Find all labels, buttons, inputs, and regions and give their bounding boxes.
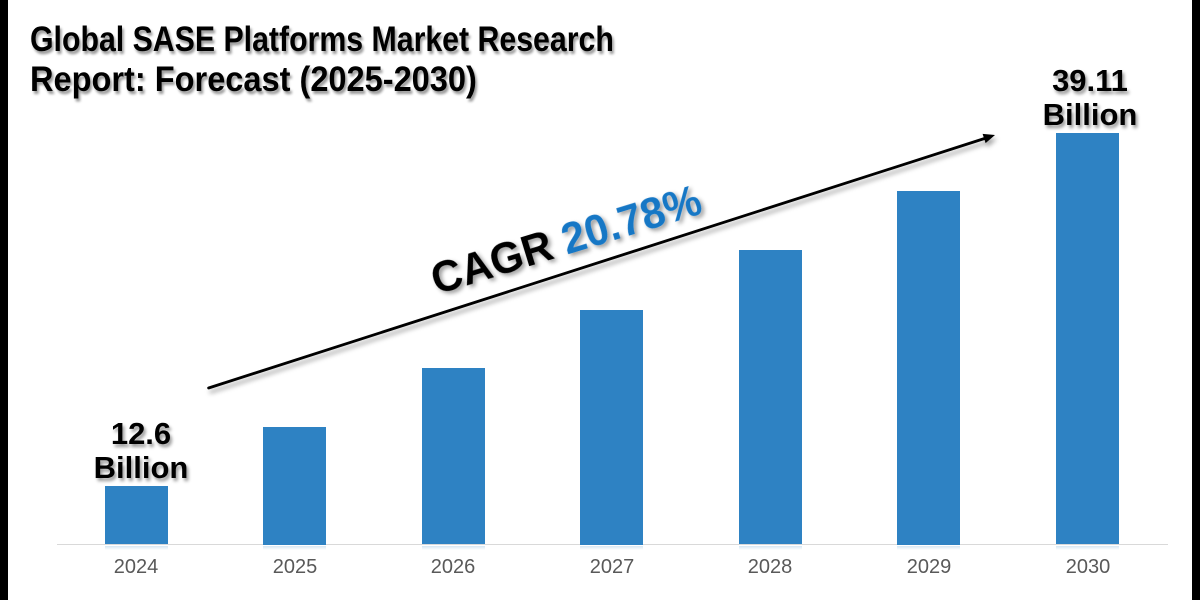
svg-text:CAGR 20.78%: CAGR 20.78% bbox=[425, 175, 707, 304]
